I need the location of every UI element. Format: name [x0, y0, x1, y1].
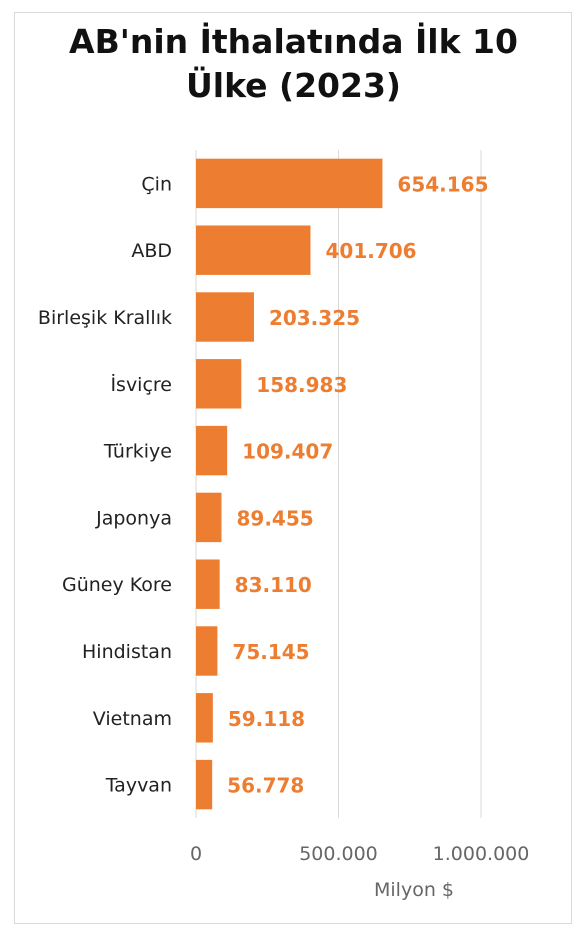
x-axis-label: Milyon $ — [374, 879, 454, 901]
category-label: Hindistan — [82, 641, 172, 663]
bar — [196, 492, 222, 543]
category-label: Güney Kore — [62, 574, 172, 596]
bar — [196, 158, 383, 209]
category-label: Japonya — [95, 507, 172, 529]
bar — [196, 425, 228, 476]
x-tick-label: 500.000 — [299, 843, 378, 865]
bar — [196, 693, 213, 743]
data-label: 158.983 — [256, 373, 347, 397]
data-label: 83.110 — [235, 573, 312, 597]
data-label: 56.778 — [227, 774, 304, 798]
chart-title-line-2: Ülke (2023) — [185, 66, 402, 105]
chart-title-line-1: AB'nin İthalatında İlk 10 — [69, 22, 518, 61]
chart-title: AB'nin İthalatında İlk 10 Ülke (2023) — [0, 20, 587, 108]
data-label: 654.165 — [397, 172, 488, 196]
category-label: Türkiye — [103, 441, 172, 463]
bar — [196, 759, 213, 810]
x-tick-label: 0 — [190, 843, 202, 865]
bar — [196, 359, 242, 409]
data-label: 89.455 — [236, 506, 313, 530]
data-label: 109.407 — [242, 440, 333, 464]
category-label: Tayvan — [105, 775, 172, 797]
bar — [196, 292, 254, 342]
bar — [196, 626, 218, 676]
category-label: İsviçre — [110, 373, 172, 396]
data-label: 203.325 — [269, 306, 360, 330]
x-tick-label: 1.000.000 — [433, 843, 530, 865]
data-label: 75.145 — [232, 640, 309, 664]
category-label: ABD — [131, 240, 172, 262]
category-label: Birleşik Krallık — [38, 307, 172, 329]
bar — [196, 225, 311, 275]
bar — [196, 559, 220, 609]
category-label: Çin — [141, 173, 172, 195]
data-label: 401.706 — [325, 239, 416, 263]
category-label: Vietnam — [93, 708, 172, 730]
data-label: 59.118 — [228, 707, 305, 731]
